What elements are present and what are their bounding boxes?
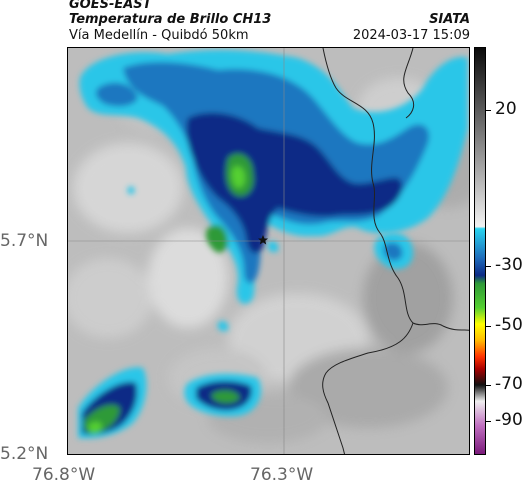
colorbar-tick <box>486 421 491 422</box>
colorbar <box>474 47 486 455</box>
colorbar-tick <box>486 385 491 386</box>
colorbar-label-neg90: -90 <box>495 410 523 430</box>
colorbar-label-neg50: -50 <box>495 315 523 335</box>
timestamp-label: 2024-03-17 15:09 <box>353 29 470 43</box>
colorbar-label-20: 20 <box>495 99 517 119</box>
satellite-map[interactable] <box>67 47 470 455</box>
lat-label-5-7: 5.7°N <box>0 231 48 251</box>
colorbar-tick <box>486 266 491 267</box>
source-label: SIATA <box>429 13 470 27</box>
colorbar-label-neg30: -30 <box>495 255 523 275</box>
lon-label-76-3: 76.3°W <box>250 465 313 485</box>
route-label: Vía Medellín - Quibdó 50km <box>69 29 249 43</box>
lat-label-5-2: 5.2°N <box>0 444 48 464</box>
product-title: Temperatura de Brillo CH13 <box>69 13 271 27</box>
colorbar-tick <box>486 326 491 327</box>
cloud-top-imagery <box>68 48 470 455</box>
satellite-title: GOES-EAST <box>69 0 152 12</box>
colorbar-tick <box>486 110 491 111</box>
colorbar-label-neg70: -70 <box>495 374 523 394</box>
lon-label-76-8: 76.8°W <box>32 465 95 485</box>
